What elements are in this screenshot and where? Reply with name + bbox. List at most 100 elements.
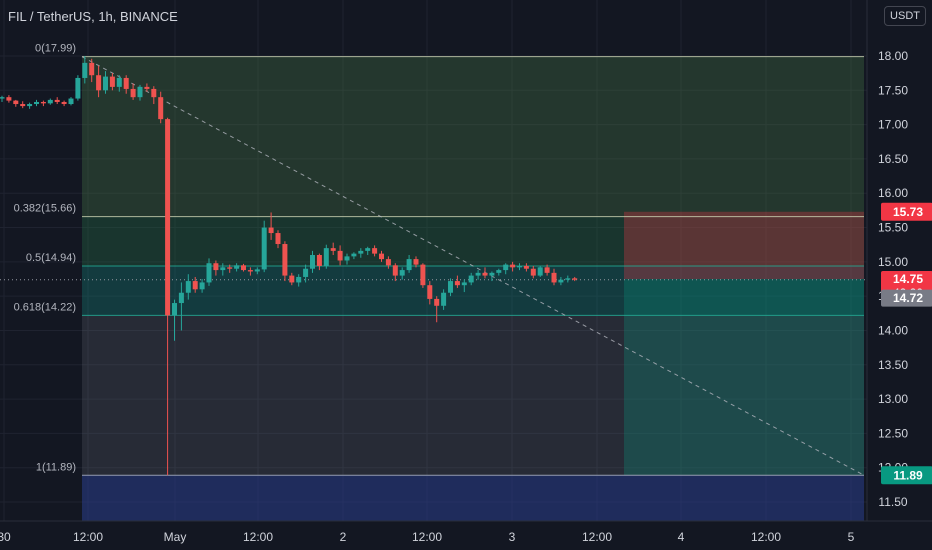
candle-body [89, 62, 95, 76]
candle [558, 276, 564, 286]
candle-body [116, 77, 122, 87]
fib-label: 1(11.89) [36, 461, 76, 473]
candle [282, 241, 288, 282]
candle-body [530, 268, 536, 276]
target-price-label: 11.89 [881, 466, 932, 485]
candle-body [6, 97, 12, 101]
candle [344, 253, 350, 265]
candle-body [241, 265, 246, 271]
candle-body [517, 265, 522, 268]
candle-body [406, 259, 412, 271]
candle [441, 289, 447, 310]
candle-body [234, 265, 240, 269]
candle [206, 258, 212, 286]
fib-extension-zone [82, 475, 864, 521]
candle [310, 250, 315, 273]
candle-body [296, 276, 302, 283]
time-axis[interactable]: 30 12:00 May 12:00 2 12:00 3 12:00 4 12:00 5 [0, 520, 932, 550]
candle-body [427, 285, 433, 299]
candle-body [109, 76, 115, 87]
candle [20, 101, 26, 109]
candle [130, 83, 136, 100]
candle-body [551, 272, 557, 283]
candle-body [365, 248, 371, 251]
fib-zones [82, 56, 864, 521]
candle [392, 263, 398, 282]
y-tick-label: 14.00 [878, 323, 908, 337]
x-tick-label: 12:00 [582, 530, 612, 544]
y-tick-label: 18.00 [878, 49, 908, 63]
candle-body [158, 97, 164, 120]
candle [192, 276, 198, 293]
short-position-tool[interactable] [624, 211, 864, 476]
candle [116, 75, 122, 92]
candle [454, 275, 460, 288]
candle [109, 73, 115, 91]
candle [468, 272, 474, 286]
candle [241, 263, 246, 272]
x-tick-label: May [164, 530, 187, 544]
candle-body [275, 233, 281, 245]
candle [144, 83, 150, 92]
candle-body [261, 227, 267, 270]
stop-price-label-bg [881, 202, 932, 221]
candle-body [510, 264, 516, 268]
candle-body [34, 101, 39, 105]
currency-button[interactable]: USDT [884, 6, 926, 26]
target-price-label-bg [881, 466, 932, 485]
candle [523, 263, 529, 272]
candle-body [178, 292, 184, 304]
candle-body [282, 244, 288, 276]
candle [75, 75, 81, 101]
candle-body [392, 265, 398, 276]
candle [489, 271, 495, 282]
candle [185, 274, 191, 300]
candle [275, 230, 281, 249]
candle-body [289, 275, 295, 283]
candle-body [385, 259, 391, 266]
candle-body [82, 62, 88, 78]
stop-zone [624, 211, 864, 280]
y-tick-label: 17.50 [878, 83, 908, 97]
candle [68, 97, 74, 106]
candle [461, 279, 467, 293]
candle-body [227, 267, 233, 269]
candle-body [399, 270, 405, 276]
candle [420, 263, 426, 288]
y-tick-label: 15.50 [878, 221, 908, 235]
candle [268, 212, 274, 240]
candle [47, 98, 53, 105]
candle-body [254, 269, 260, 272]
candle [510, 261, 516, 272]
candle [165, 117, 171, 476]
fib-zone [82, 315, 864, 476]
candle [572, 276, 578, 282]
trendline[interactable] [81, 56, 865, 476]
target-price-text: 11.89 [893, 468, 923, 482]
y-tick-label: 13.50 [878, 358, 908, 372]
x-tick-label: 4 [678, 530, 685, 544]
fib-label: 0.382(15.66) [14, 203, 76, 215]
candle-body [461, 282, 467, 286]
candle [316, 253, 322, 271]
x-tick-label: 2 [340, 530, 347, 544]
candle [220, 263, 226, 276]
candle [96, 65, 102, 98]
candle [89, 58, 95, 83]
candle [379, 250, 384, 262]
candle [530, 265, 536, 279]
candle-body [420, 264, 426, 286]
candle-body [185, 281, 191, 293]
candle-body [220, 267, 226, 271]
candle [137, 84, 143, 101]
candle [289, 272, 295, 286]
candle-body [448, 281, 453, 293]
candle-body [337, 250, 343, 261]
target-zone [624, 279, 864, 476]
candle-body [323, 248, 329, 266]
fib-zone [82, 216, 864, 266]
candle-body [54, 99, 60, 102]
candle [365, 246, 371, 255]
